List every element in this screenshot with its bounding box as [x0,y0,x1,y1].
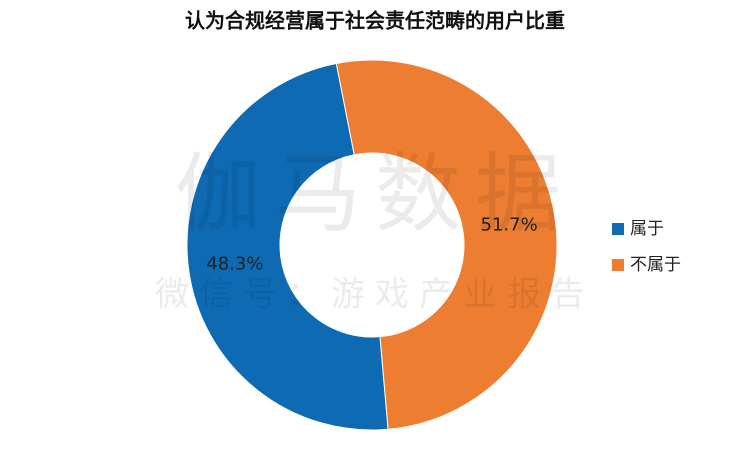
watermark-title: 伽马数据 [175,144,575,244]
data-label: 51.7% [481,215,538,236]
legend-label: 不属于 [630,255,681,275]
donut-segment [186,62,389,431]
donut-segment [335,59,558,430]
chart-title: 认为合规经营属于社会责任范畴的用户比重 [185,9,565,33]
legend-swatch [612,223,624,235]
legend-swatch [612,259,624,271]
data-label: 48.3% [206,253,263,274]
watermark-subtitle: 微信号：游戏产业报告 [155,275,595,315]
legend-label: 属于 [630,219,664,239]
